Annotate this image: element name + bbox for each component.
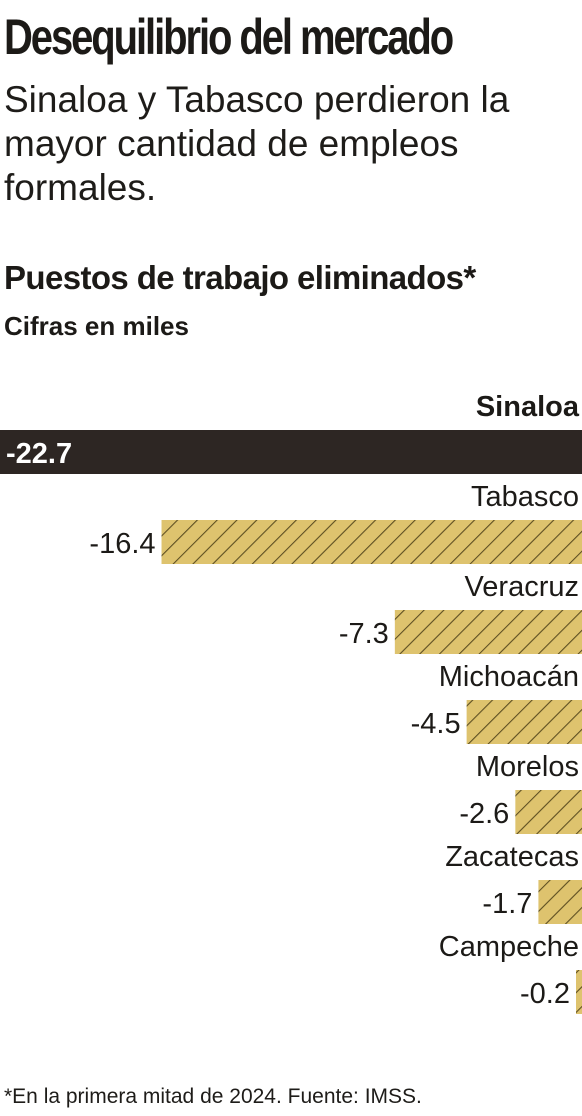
value-label-tabasco: -16.4 — [89, 528, 155, 560]
category-label-campeche: Campeche — [439, 931, 579, 963]
category-label-tabasco: Tabasco — [471, 481, 579, 513]
bar-morelos — [515, 790, 582, 834]
chart-subtitle: Cifras en miles — [4, 311, 189, 341]
value-label-sinaloa: -22.7 — [6, 438, 72, 470]
bar-campeche — [576, 970, 582, 1014]
dek: Sinaloa y Tabasco perdieron la mayor can… — [4, 79, 510, 208]
value-label-zacatecas: -1.7 — [482, 888, 532, 920]
bar-veracruz — [394, 610, 582, 654]
category-label-michoacan: Michoacán — [439, 661, 579, 693]
value-label-veracruz: -7.3 — [339, 618, 389, 650]
bar-zacatecas — [538, 880, 582, 924]
value-label-michoacan: -4.5 — [411, 708, 461, 740]
headline: Desequilibrio del mercado — [4, 9, 454, 65]
bar-michoacan — [466, 700, 582, 744]
value-label-campeche: -0.2 — [520, 978, 570, 1010]
bar-tabasco — [161, 520, 582, 564]
category-label-zacatecas: Zacatecas — [445, 841, 579, 873]
bar-sinaloa — [0, 430, 582, 474]
category-label-morelos: Morelos — [476, 751, 579, 783]
value-label-morelos: -2.6 — [459, 798, 509, 830]
category-label-veracruz: Veracruz — [465, 571, 579, 603]
chart-title: Puestos de trabajo eliminados* — [4, 259, 476, 296]
bar-chart: Sinaloa -22.7 Tabasco -16.4 Veracruz -7.3 Mich… — [0, 391, 582, 1014]
source-footnote: *En la primera mitad de 2024. Fuente: IM… — [4, 1085, 422, 1108]
category-label-sinaloa: Sinaloa — [476, 391, 580, 423]
